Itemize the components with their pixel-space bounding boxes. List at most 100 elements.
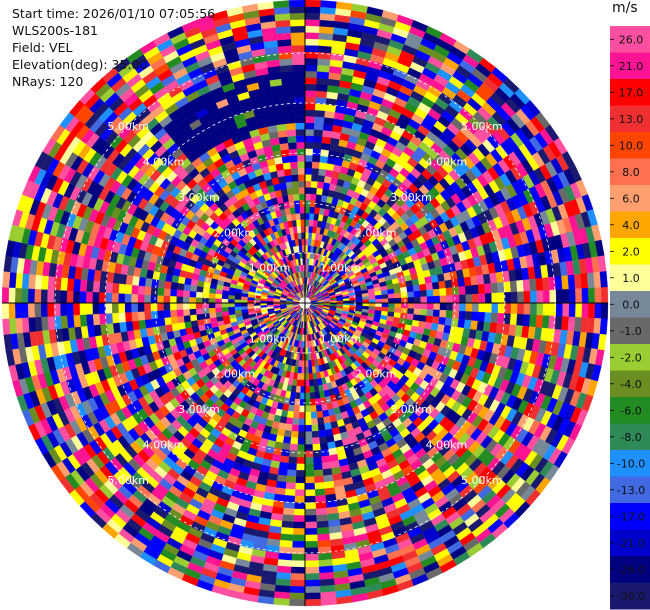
velocity-cell <box>504 292 512 304</box>
velocity-cell <box>300 379 306 387</box>
velocity-cell <box>169 295 177 304</box>
velocity-cell <box>290 573 306 581</box>
velocity-cell <box>387 307 395 313</box>
velocity-cell <box>27 302 35 318</box>
velocity-cell <box>150 294 158 304</box>
velocity-cell <box>304 64 318 72</box>
velocity-cell <box>72 302 80 316</box>
velocity-cell <box>304 116 315 124</box>
velocity-cell <box>309 213 315 221</box>
velocity-cell <box>600 302 609 320</box>
velocity-cell <box>286 475 297 484</box>
velocity-cell <box>59 290 68 304</box>
velocity-cell <box>299 399 306 406</box>
velocity-cell <box>92 291 100 304</box>
velocity-cell <box>151 278 159 288</box>
velocity-cell <box>105 312 113 325</box>
velocity-cell <box>375 294 383 300</box>
velocity-cell <box>426 289 434 297</box>
velocity-cell <box>293 521 306 529</box>
velocity-cell <box>439 295 447 304</box>
velocity-cell <box>288 450 298 458</box>
velocity-cell <box>311 161 320 169</box>
velocity-cell <box>581 288 589 304</box>
velocity-cell <box>310 187 318 195</box>
velocity-cell <box>314 482 325 490</box>
velocity-cell <box>234 302 242 307</box>
velocity-cell <box>292 417 300 426</box>
velocity-cell <box>234 306 242 311</box>
velocity-cell <box>536 302 544 316</box>
velocity-cell <box>304 412 312 419</box>
velocity-cell <box>459 302 467 312</box>
velocity-cell <box>444 279 453 289</box>
velocity-cell <box>289 592 306 600</box>
velocity-cell <box>451 278 459 288</box>
velocity-cell <box>304 12 321 20</box>
velocity-sectors <box>1 0 609 607</box>
velocity-cell <box>169 288 178 297</box>
velocity-cell <box>401 297 408 304</box>
velocity-cell <box>85 291 93 304</box>
velocity-cell <box>304 225 310 233</box>
velocity-cell <box>580 273 589 289</box>
velocity-cell <box>189 314 198 322</box>
velocity-cell <box>86 313 94 327</box>
velocity-cell <box>14 287 22 304</box>
velocity-cell <box>131 284 139 295</box>
velocity-cell <box>509 280 518 293</box>
velocity-cell <box>315 84 329 92</box>
velocity-cell <box>368 295 376 300</box>
velocity-cell <box>286 410 294 419</box>
velocity-cell <box>575 302 583 318</box>
velocity-cell <box>307 360 312 368</box>
velocity-cell <box>221 306 229 312</box>
velocity-cell <box>304 141 314 149</box>
velocity-cell <box>47 316 56 331</box>
velocity-cell <box>290 579 306 587</box>
velocity-cell <box>300 386 306 394</box>
velocity-cell <box>53 302 61 317</box>
velocity-cell <box>320 149 330 157</box>
velocity-cell <box>316 527 330 535</box>
velocity-cell <box>138 276 147 287</box>
velocity-cell <box>111 302 119 314</box>
velocity-cell <box>293 515 306 523</box>
velocity-cell <box>491 292 499 304</box>
velocity-cell <box>412 284 421 292</box>
velocity-cell <box>432 309 441 318</box>
velocity-cell <box>310 411 318 419</box>
velocity-cell <box>516 313 524 327</box>
velocity-cell <box>471 284 479 295</box>
velocity-cell <box>599 271 608 288</box>
velocity-cell <box>144 310 152 320</box>
velocity-cell <box>438 280 446 290</box>
velocity-cell <box>320 597 337 606</box>
velocity-cell <box>293 405 300 413</box>
velocity-cell <box>419 283 427 292</box>
velocity-cell <box>289 586 306 594</box>
velocity-cell <box>362 299 370 304</box>
velocity-cell <box>105 292 113 304</box>
velocity-cell <box>47 302 55 317</box>
velocity-cell <box>568 288 576 304</box>
velocity-cell <box>40 289 48 304</box>
velocity-cell <box>588 287 596 304</box>
velocity-cell <box>304 148 314 156</box>
velocity-cell <box>273 597 290 606</box>
velocity-cell <box>21 273 30 289</box>
velocity-cell <box>452 310 460 320</box>
velocity-cell <box>118 302 126 313</box>
velocity-cell <box>425 282 434 291</box>
velocity-cell <box>381 298 389 304</box>
velocity-cell <box>414 302 421 310</box>
velocity-cell <box>118 312 126 323</box>
velocity-cell <box>413 290 421 298</box>
velocity-cell <box>111 282 120 294</box>
velocity-cell <box>47 289 55 304</box>
velocity-cell <box>541 277 550 291</box>
velocity-cell <box>21 317 30 333</box>
velocity-cell <box>282 436 292 444</box>
velocity-cell <box>1 302 10 320</box>
velocity-cell <box>312 450 322 458</box>
